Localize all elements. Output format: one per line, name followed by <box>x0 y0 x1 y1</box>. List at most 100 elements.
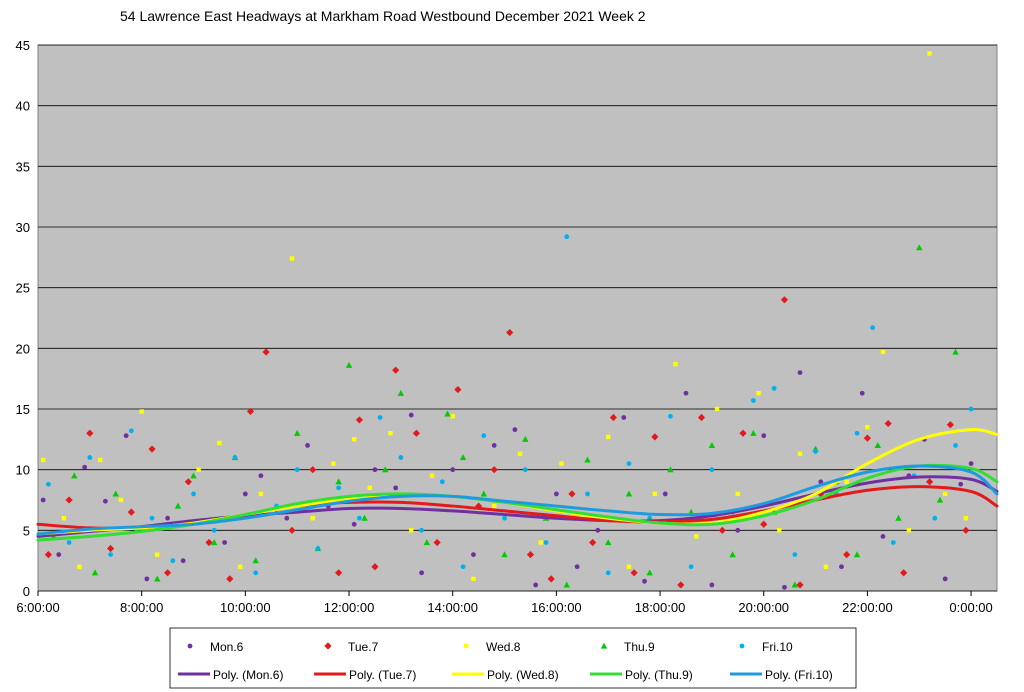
data-point <box>454 385 462 394</box>
x-tick-label: 0:00:00 <box>949 600 992 615</box>
data-point <box>91 569 99 576</box>
data-point <box>393 485 399 491</box>
data-point <box>760 520 768 528</box>
data-point <box>491 443 497 448</box>
data-point <box>502 515 507 521</box>
data-point <box>87 455 93 460</box>
data-point <box>397 389 405 396</box>
legend-label: Poly. (Fri.10) <box>765 668 833 682</box>
data-point <box>906 528 912 533</box>
data-point <box>336 485 342 491</box>
legend-label: Wed.8 <box>486 640 521 654</box>
data-point <box>646 569 653 576</box>
data-point <box>750 398 756 403</box>
data-point <box>729 551 736 558</box>
data-point <box>148 445 156 453</box>
legend-marker <box>739 643 745 649</box>
data-point <box>958 481 964 487</box>
data-point <box>174 502 182 509</box>
data-point <box>853 551 861 558</box>
data-point <box>82 464 88 470</box>
data-point <box>253 570 259 576</box>
data-point <box>190 472 197 479</box>
data-point <box>605 539 612 546</box>
data-point <box>668 413 673 419</box>
data-point <box>651 433 659 441</box>
chart-title: 54 Lawrence East Headways at Markham Roa… <box>120 8 646 24</box>
data-point <box>553 491 559 497</box>
data-point <box>512 427 518 433</box>
legend-label: Tue.7 <box>348 640 379 654</box>
data-point <box>854 430 860 436</box>
data-point <box>262 348 270 356</box>
data-point <box>538 540 544 545</box>
data-point <box>952 348 959 355</box>
data-point <box>761 433 767 439</box>
data-point <box>568 490 576 498</box>
x-tick-label: 10:00:00 <box>220 600 271 615</box>
data-point <box>429 473 435 478</box>
data-point <box>697 413 706 422</box>
data-point <box>839 564 844 570</box>
legend-label: Poly. (Wed.8) <box>487 668 559 682</box>
data-point <box>880 534 886 539</box>
data-point <box>86 429 94 437</box>
data-point <box>823 564 829 569</box>
trendline-poly-fri-10- <box>36 464 999 536</box>
x-tick-label: 16:00:00 <box>531 600 582 615</box>
data-point <box>61 516 67 521</box>
data-point <box>44 551 52 559</box>
data-point <box>936 496 944 503</box>
data-point <box>708 442 716 448</box>
data-point <box>217 440 222 446</box>
data-point <box>108 552 113 557</box>
data-point <box>361 514 368 521</box>
data-point <box>605 570 611 576</box>
data-point <box>127 508 135 516</box>
data-point <box>382 466 389 473</box>
data-point <box>118 497 124 503</box>
data-point <box>310 516 315 521</box>
data-point <box>65 496 73 504</box>
data-point <box>77 564 82 569</box>
data-point <box>237 564 243 569</box>
data-point <box>40 457 46 463</box>
data-point <box>246 407 255 416</box>
data-point <box>98 457 103 463</box>
data-point <box>777 528 782 533</box>
data-point <box>652 491 658 497</box>
data-point <box>626 461 632 466</box>
y-axis-ticks: 0 5 10 15 20 25 30 35 40 45 <box>16 38 30 599</box>
data-point <box>471 576 476 582</box>
data-point <box>968 406 974 412</box>
x-tick-label: 12:00:00 <box>324 600 375 615</box>
legend-label: Poly. (Mon.6) <box>213 668 283 682</box>
data-point <box>388 431 393 436</box>
data-point <box>163 569 172 577</box>
data-point <box>258 473 264 479</box>
data-point <box>352 437 357 442</box>
plot-area <box>37 44 998 592</box>
x-tick-label: 18:00:00 <box>635 600 686 615</box>
data-point <box>289 256 295 261</box>
data-point <box>372 467 378 473</box>
data-point <box>890 540 896 545</box>
data-point <box>874 442 881 448</box>
data-point <box>797 451 803 457</box>
data-point <box>191 491 196 497</box>
data-point <box>791 581 799 588</box>
data-point <box>459 454 467 461</box>
data-point <box>780 296 789 304</box>
y-tick-label: 10 <box>16 463 30 478</box>
data-point <box>564 234 570 240</box>
y-tick-label: 30 <box>16 220 30 235</box>
data-point <box>45 481 51 487</box>
data-point <box>305 443 310 448</box>
data-point <box>450 467 456 473</box>
data-point <box>351 521 357 527</box>
data-point <box>398 455 404 460</box>
data-point <box>154 575 161 582</box>
data-point <box>408 412 414 418</box>
legend-label: Fri.10 <box>762 640 793 654</box>
